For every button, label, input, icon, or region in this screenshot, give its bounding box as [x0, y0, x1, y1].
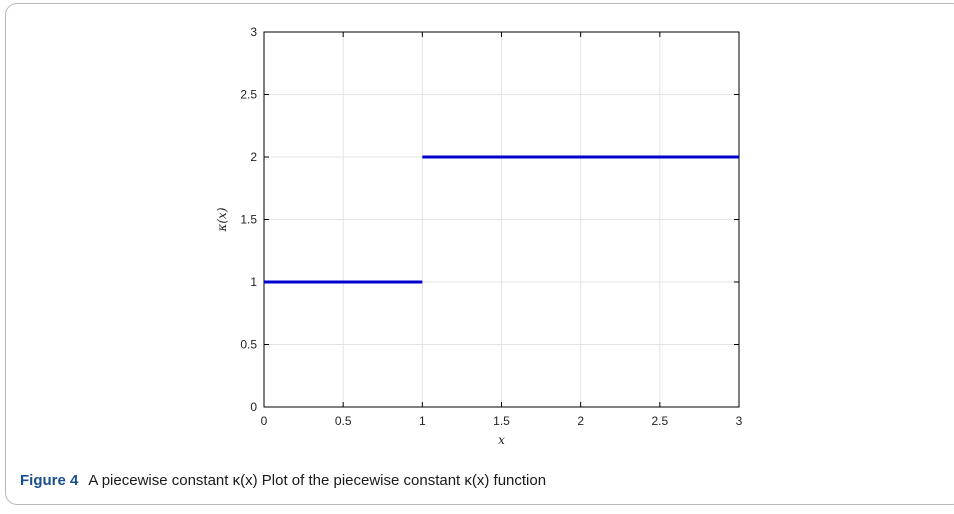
y-tick-label-1: 0.5 — [240, 338, 257, 352]
tick-marks — [263, 31, 740, 408]
x-tick-label-4: 2 — [577, 414, 584, 428]
x-tick-labels: 0 0.5 1 1.5 2 2.5 3 — [261, 414, 743, 428]
x-tick-label-6: 3 — [736, 414, 743, 428]
figure-frame — [5, 3, 954, 505]
grid-lines — [263, 31, 740, 408]
series-lines — [264, 155, 739, 284]
caption-text: A piecewise constant κ(x) Plot of the pi… — [88, 472, 547, 489]
x-tick-label-2: 1 — [419, 414, 426, 428]
x-tick-label-3: 1.5 — [493, 414, 510, 428]
x-tick-label-5: 2.5 — [651, 414, 668, 428]
x-tick-label-1: 0.5 — [335, 414, 352, 428]
figure-label: Figure 4 — [20, 472, 79, 489]
y-tick-label-4: 2 — [250, 150, 257, 164]
y-axis-label: κ(x) — [215, 207, 229, 232]
y-tick-label-6: 3 — [250, 25, 257, 39]
y-tick-labels: 0 0.5 1 1.5 2 2.5 3 — [240, 25, 257, 414]
y-tick-label-2: 1 — [250, 275, 257, 289]
x-tick-label-0: 0 — [261, 414, 268, 428]
figure-caption: Figure 4 A piecewise constant κ(x) Plot o… — [20, 472, 546, 489]
y-tick-label-5: 2.5 — [240, 88, 257, 102]
x-axis-label: x — [498, 433, 505, 447]
y-tick-label-3: 1.5 — [240, 213, 257, 227]
y-tick-label-0: 0 — [250, 400, 257, 414]
